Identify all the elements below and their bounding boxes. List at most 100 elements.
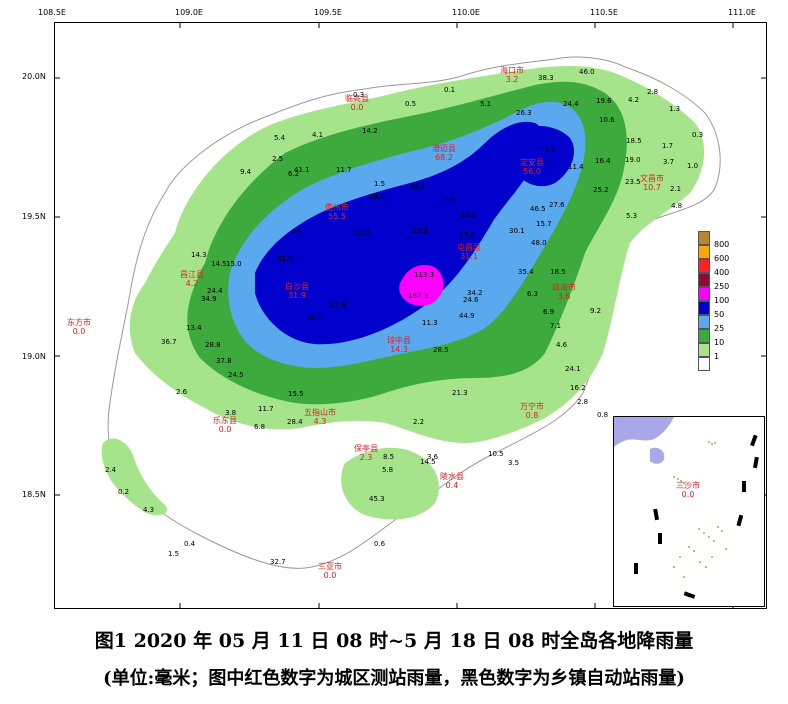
inset-mainland bbox=[614, 417, 674, 447]
town-rain-value: 19.0 bbox=[625, 156, 641, 164]
lat-tick-185: 18.5N bbox=[22, 490, 46, 499]
city-label-changjiang: 昌江县 4.2 bbox=[180, 270, 204, 288]
town-rain-value: 4.3 bbox=[143, 506, 155, 514]
city-label-baoting: 保亭县 2.3 bbox=[354, 444, 378, 462]
rainfall-map bbox=[54, 22, 767, 609]
city-label-lingao: 临高县 0.0 bbox=[345, 94, 369, 112]
town-rain-value: 35.5 bbox=[440, 196, 456, 204]
town-rain-value: 6.2 bbox=[288, 170, 300, 178]
legend-label: 600 bbox=[714, 254, 730, 263]
town-rain-value: 24.5 bbox=[228, 371, 244, 379]
legend-swatch bbox=[698, 315, 710, 329]
town-rain-value: 2.4 bbox=[105, 466, 117, 474]
city-label-sansha: 三沙市 0.0 bbox=[676, 481, 700, 499]
town-rain-value: 1.0 bbox=[687, 162, 699, 170]
town-rain-value: 24.4 bbox=[563, 100, 579, 108]
town-rain-value: 1.5 bbox=[168, 550, 180, 558]
town-rain-value: 9.2 bbox=[590, 307, 602, 315]
rain-zone-1-10-west bbox=[101, 438, 167, 516]
legend-label: 25 bbox=[714, 324, 725, 333]
town-rain-value: 45.3 bbox=[369, 495, 385, 503]
town-rain-value: 27.6 bbox=[549, 201, 565, 209]
town-rain-value: 14.2 bbox=[362, 127, 378, 135]
town-rain-value: 15.5 bbox=[288, 390, 304, 398]
town-rain-value: 0.2 bbox=[118, 488, 130, 496]
town-rain-value: 30.1 bbox=[509, 227, 525, 235]
town-rain-value: 28.8 bbox=[205, 341, 221, 349]
town-rain-value: 4.9 bbox=[291, 228, 303, 236]
town-rain-value: 6.9 bbox=[543, 308, 555, 316]
lat-tick-195: 19.5N bbox=[22, 212, 46, 221]
legend-label: 10 bbox=[714, 338, 725, 347]
town-rain-value: 9.4 bbox=[240, 168, 252, 176]
town-rain-value: 5.4 bbox=[274, 134, 286, 142]
town-rain-value: 22.8 bbox=[330, 301, 346, 309]
town-rain-value: 0.8 bbox=[597, 411, 609, 419]
town-rain-value: 48.0 bbox=[531, 239, 547, 247]
town-rain-value: 16.2 bbox=[570, 384, 586, 392]
town-rain-value: 44.9 bbox=[459, 312, 475, 320]
town-rain-value: 5.1 bbox=[480, 100, 492, 108]
town-rain-value: 11.4 bbox=[568, 163, 584, 171]
legend-label: 800 bbox=[714, 240, 730, 249]
town-rain-value: 2.1 bbox=[670, 185, 682, 193]
town-rain-value: 8.5 bbox=[383, 453, 395, 461]
town-rain-value: 3.6 bbox=[427, 453, 439, 461]
lon-tick-1095: 109.5E bbox=[314, 8, 342, 17]
town-rain-value: 29.0 bbox=[369, 193, 385, 201]
rain-zone-50-100-east bbox=[508, 126, 575, 187]
city-label-danzhou: 儋州市 55.5 bbox=[325, 203, 349, 221]
town-rain-value: 23.5 bbox=[625, 178, 641, 186]
town-rain-value: 2.5 bbox=[272, 155, 284, 163]
town-rain-value: 21.3 bbox=[452, 389, 468, 397]
city-label-lingshui: 陵水县 0.4 bbox=[440, 472, 464, 490]
town-rain-value: 167.3 bbox=[408, 292, 429, 300]
town-rain-value: 13.4 bbox=[186, 324, 202, 332]
city-label-qiongzhong: 琼中县 14.3 bbox=[387, 336, 411, 354]
town-rain-value: 14.5 bbox=[211, 260, 227, 268]
town-rain-value: 1.7 bbox=[662, 142, 674, 150]
town-rain-value: 11.3 bbox=[422, 319, 438, 327]
legend-label: 250 bbox=[714, 282, 730, 291]
town-rain-value: 11.7 bbox=[336, 166, 352, 174]
town-rain-value: 19.9 bbox=[412, 227, 428, 235]
city-label-qionghai: 琼海市 3.6 bbox=[552, 283, 576, 301]
town-rain-value: 0.4 bbox=[184, 540, 196, 548]
town-rain-value: 15.7 bbox=[536, 220, 552, 228]
town-rain-value: 24.6 bbox=[463, 296, 479, 304]
rainfall-map-svg bbox=[55, 23, 766, 608]
figure-caption-note: (单位:毫米；图中红色数字为城区测站雨量，黑色数字为乡镇自动站雨量) bbox=[103, 668, 685, 689]
town-rain-value: 3.7 bbox=[663, 158, 675, 166]
rain-zone-1-10-south bbox=[341, 447, 439, 520]
rain-zone-50-100 bbox=[255, 121, 544, 345]
town-rain-value: 46.5 bbox=[530, 205, 546, 213]
lon-tick-1110: 111.0E bbox=[728, 8, 756, 17]
town-rain-value: 32.6 bbox=[277, 255, 293, 263]
town-rain-value: 2.2 bbox=[413, 418, 425, 426]
town-rain-value: 41.1 bbox=[294, 166, 310, 174]
rain-zone-100-250 bbox=[399, 264, 444, 306]
town-rain-value: 35.4 bbox=[518, 268, 534, 276]
legend-swatch bbox=[698, 343, 710, 357]
lat-tick-190: 19.0N bbox=[22, 352, 46, 361]
inset-svg bbox=[614, 417, 759, 599]
town-rain-value: 2.6 bbox=[176, 388, 188, 396]
town-rain-value: 28.4 bbox=[287, 418, 303, 426]
town-rain-value: 6.8 bbox=[254, 423, 266, 431]
town-rain-value: 28.5 bbox=[433, 346, 449, 354]
lon-tick-1105: 110.5E bbox=[590, 8, 618, 17]
town-rain-value: 1.5 bbox=[374, 180, 386, 188]
town-rain-value: 32.7 bbox=[270, 558, 286, 566]
town-rain-value: 4.2 bbox=[628, 96, 640, 104]
town-rain-value: 11.6 bbox=[355, 229, 371, 237]
town-rain-value: 34.6 bbox=[540, 146, 556, 154]
town-rain-value: 2.8 bbox=[577, 398, 589, 406]
town-rain-value: 17.9 bbox=[459, 231, 475, 239]
inset-nine-dash-line bbox=[634, 434, 759, 599]
city-label-sanya: 三亚市 0.0 bbox=[318, 562, 342, 580]
town-rain-value: 2.8 bbox=[647, 88, 659, 96]
legend-label: 1 bbox=[714, 352, 720, 361]
city-label-wanning: 万宁市 0.8 bbox=[520, 402, 544, 420]
legend-swatch bbox=[698, 287, 710, 301]
town-rain-value: 34.2 bbox=[467, 289, 483, 297]
